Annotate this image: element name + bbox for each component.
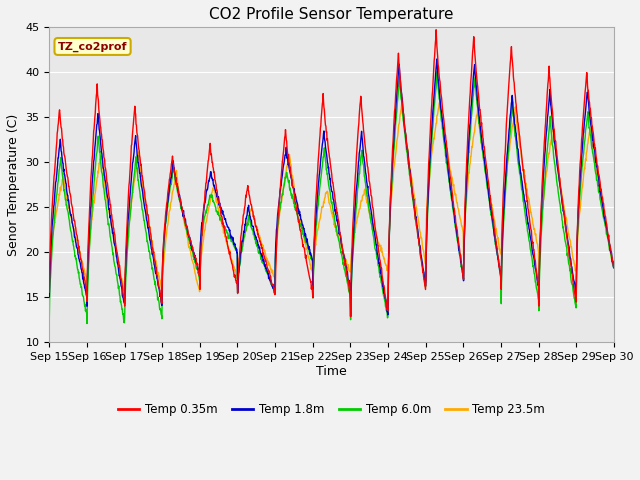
Legend: Temp 0.35m, Temp 1.8m, Temp 6.0m, Temp 23.5m: Temp 0.35m, Temp 1.8m, Temp 6.0m, Temp 2… [113, 399, 550, 421]
Text: TZ_co2prof: TZ_co2prof [58, 41, 127, 52]
X-axis label: Time: Time [316, 365, 347, 378]
Y-axis label: Senor Temperature (C): Senor Temperature (C) [7, 114, 20, 256]
Title: CO2 Profile Sensor Temperature: CO2 Profile Sensor Temperature [209, 7, 454, 22]
